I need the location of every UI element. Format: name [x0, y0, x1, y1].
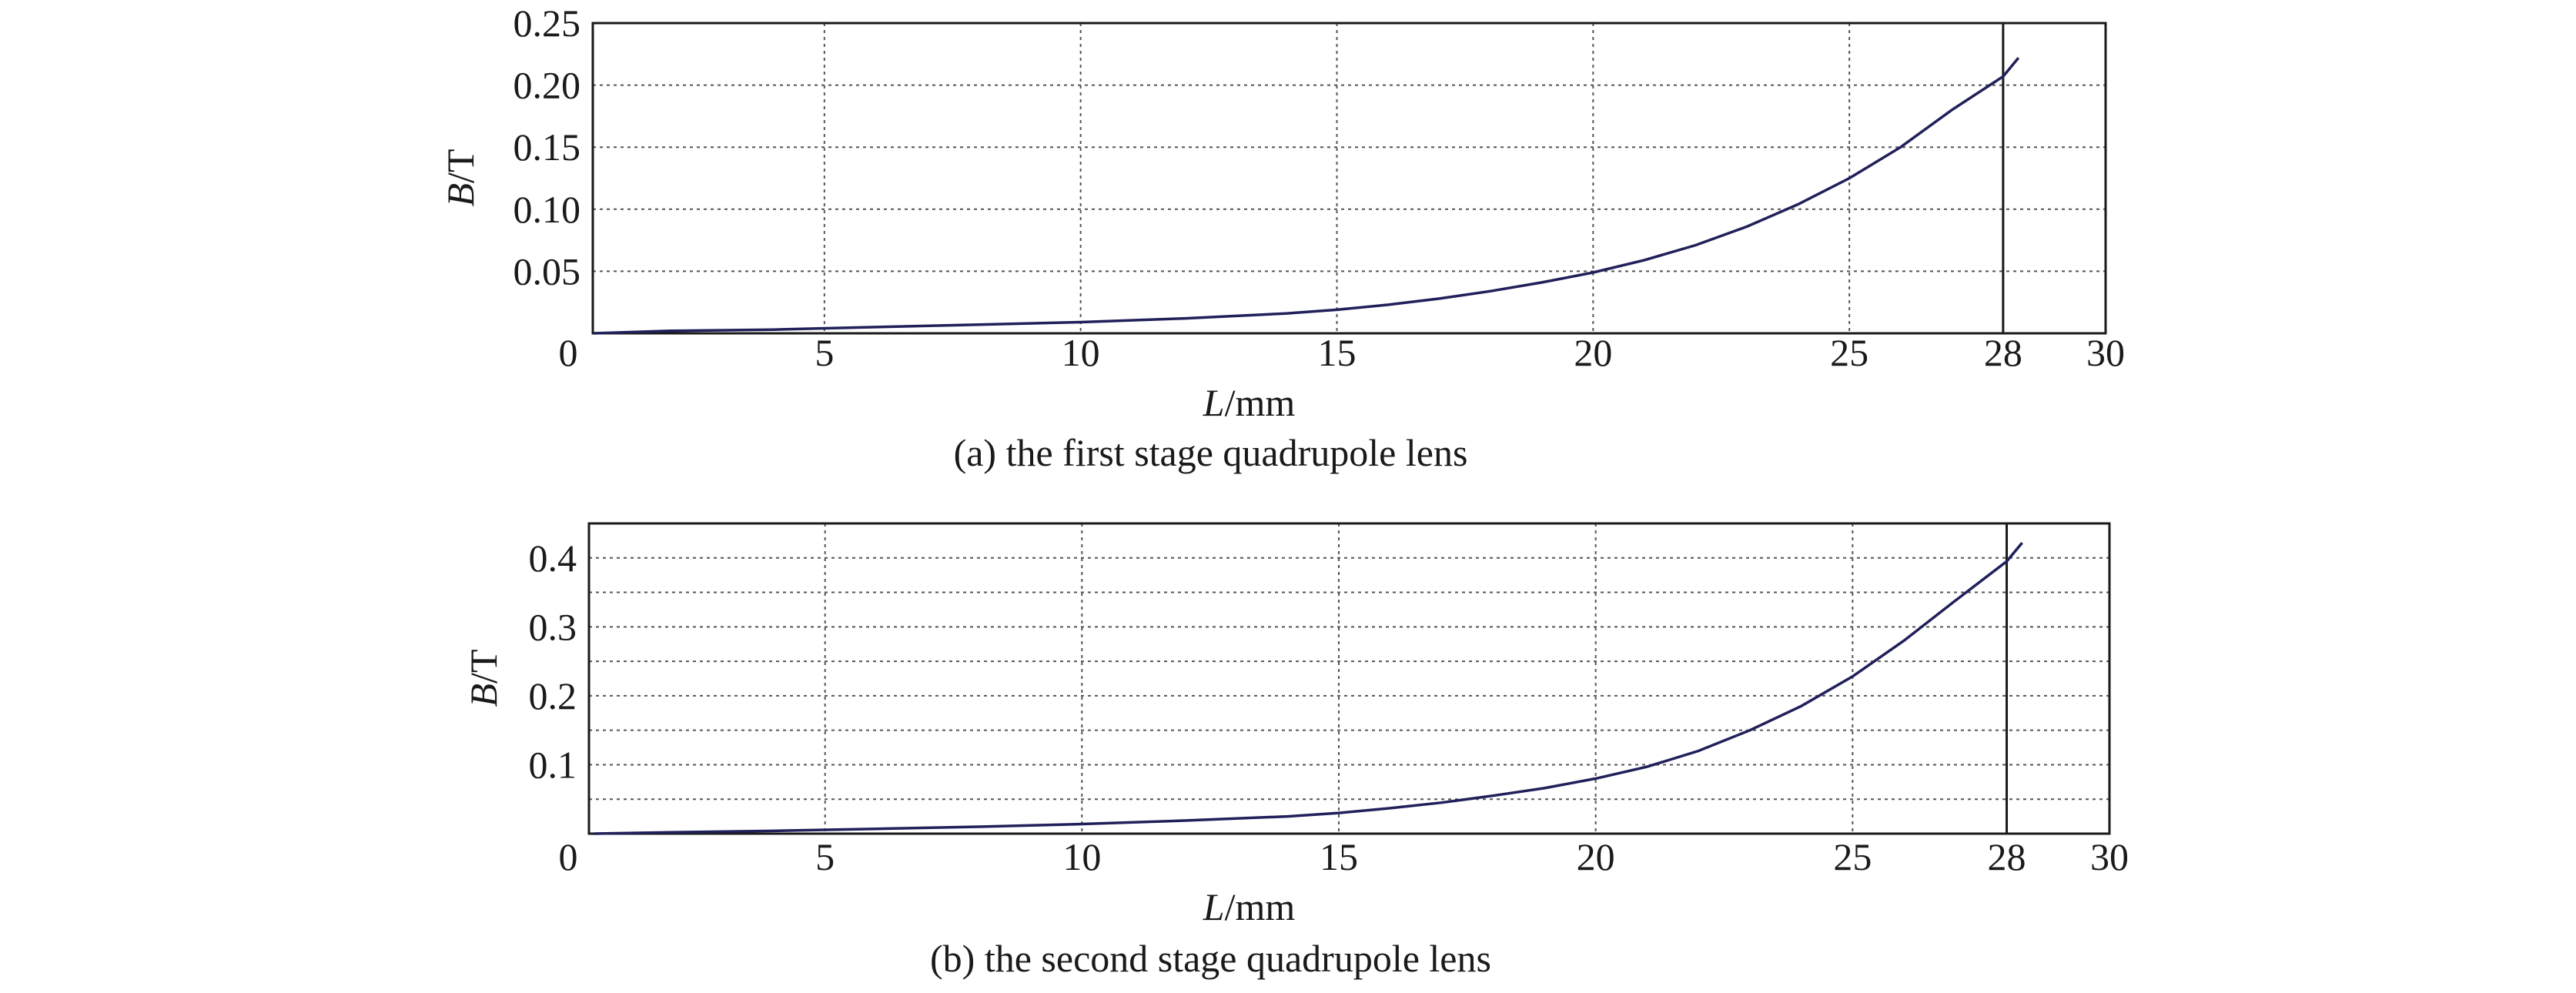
- x-axis-unit: /mm: [1225, 885, 1296, 928]
- plot-frame: [587, 522, 2111, 835]
- x-tick-label: 15: [1320, 835, 1358, 878]
- x-tick-label: 25: [1833, 835, 1872, 878]
- x-tick-label: 0: [559, 331, 578, 374]
- y-tick-label: 0.05: [514, 249, 581, 293]
- x-axis-variable: L: [1203, 381, 1225, 424]
- y-tick-label: 0.20: [514, 64, 581, 107]
- panel-a-first-stage: 0.050.100.150.200.250 5 10 15 20 25 28 30L/mmB/…: [439, 2, 2125, 474]
- x-tick-label: 20: [1577, 835, 1615, 878]
- y-tick-label: 0.25: [514, 2, 581, 45]
- x-tick-label: 10: [1062, 331, 1100, 374]
- series-line: [594, 541, 2023, 835]
- plot-frame: [591, 22, 2107, 335]
- x-tick-label: 25: [1830, 331, 1868, 374]
- chart-caption: (a) the first stage quadrupole lens: [954, 431, 1468, 474]
- y-axis-label: B/T: [462, 650, 505, 707]
- y-tick-label: 0.4: [529, 537, 577, 580]
- panel-b-second-stage: 0.1 0.2 0.3 0.4 0 5 10 15 20 25 28 30 L/mm B/T (b) the…: [462, 522, 2129, 980]
- y-axis-variable: B: [462, 684, 505, 707]
- x-tick-label: 15: [1318, 331, 1357, 374]
- y-tick-label: 0.10: [514, 188, 581, 231]
- x-tick-label: 20: [1574, 331, 1612, 374]
- x-tick-label: 30: [2090, 835, 2129, 878]
- y-tick-label: 0.2: [529, 674, 577, 717]
- x-tick-label: 30: [2086, 331, 2125, 374]
- series-line: [594, 56, 2020, 335]
- y-tick-label: 0.3: [529, 605, 577, 648]
- x-tick-label: 5: [815, 331, 834, 374]
- x-axis-label: L/mm: [1203, 885, 1296, 928]
- chart-caption: (b) the second stage quadrupole lens: [930, 937, 1491, 980]
- x-tick-label: 28: [1988, 835, 2026, 878]
- x-tick-label: 28: [1984, 331, 2022, 374]
- y-tick-label: 0.15: [514, 125, 581, 169]
- x-tick-label: 5: [815, 835, 835, 878]
- x-tick-label: 10: [1062, 835, 1101, 878]
- y-axis-label: B/T: [439, 149, 482, 207]
- y-axis-unit: /T: [462, 650, 505, 684]
- x-axis-variable: L: [1203, 885, 1225, 928]
- x-axis-label: L/mm: [1203, 381, 1296, 424]
- y-axis-unit: /T: [439, 149, 482, 183]
- x-tick-label: 0: [559, 835, 578, 878]
- y-axis-variable: B: [439, 183, 482, 207]
- x-axis-unit: /mm: [1225, 381, 1296, 424]
- y-tick-label: 0.1: [529, 743, 577, 786]
